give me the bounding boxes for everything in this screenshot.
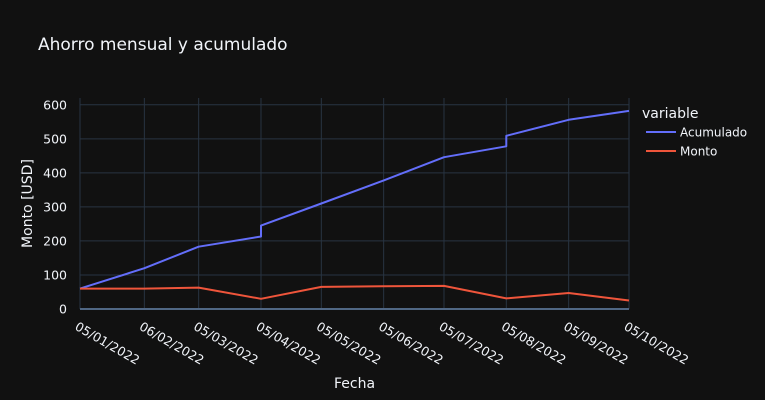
x-tick-label: 05/09/2022 — [561, 319, 631, 368]
y-tick-labels: 0 100 200 300 400 500 600 — [43, 97, 67, 316]
x-tick-label: 05/07/2022 — [436, 319, 506, 368]
legend-label: Acumulado — [680, 126, 747, 140]
x-tick-labels: 05/01/202206/02/202205/03/202205/04/2022… — [73, 319, 692, 368]
y-tick-label: 200 — [43, 233, 67, 248]
y-tick-label: 400 — [43, 165, 67, 180]
x-tick-label: 05/01/2022 — [73, 319, 143, 368]
series-line-monto — [80, 284, 630, 302]
series-layer — [79, 109, 630, 302]
y-tick-label: 100 — [43, 267, 67, 282]
legend-item-acumulado[interactable]: Acumulado — [646, 126, 747, 140]
x-tick-label: 05/10/2022 — [622, 319, 692, 368]
y-tick-label: 0 — [59, 302, 67, 317]
legend-title: variable — [642, 106, 698, 122]
y-axis-title: Monto [USD] — [20, 159, 36, 248]
chart-title: Ahorro mensual y acumulado — [38, 35, 288, 55]
legend[interactable]: variable Acumulado Monto — [642, 106, 747, 159]
y-tick-label: 600 — [43, 97, 67, 112]
x-tick-label: 05/04/2022 — [253, 319, 323, 368]
y-tick-label: 300 — [43, 199, 67, 214]
legend-label: Monto — [680, 145, 717, 159]
x-axis-title: Fecha — [334, 376, 375, 392]
x-tick-label: 05/06/2022 — [376, 319, 446, 368]
grid-layer — [79, 98, 630, 310]
y-tick-label: 500 — [43, 131, 67, 146]
series-line-acumulado — [79, 109, 630, 290]
legend-item-monto[interactable]: Monto — [646, 145, 717, 159]
x-tick-label: 05/08/2022 — [499, 319, 569, 368]
x-tick-label: 05/05/2022 — [314, 319, 384, 368]
